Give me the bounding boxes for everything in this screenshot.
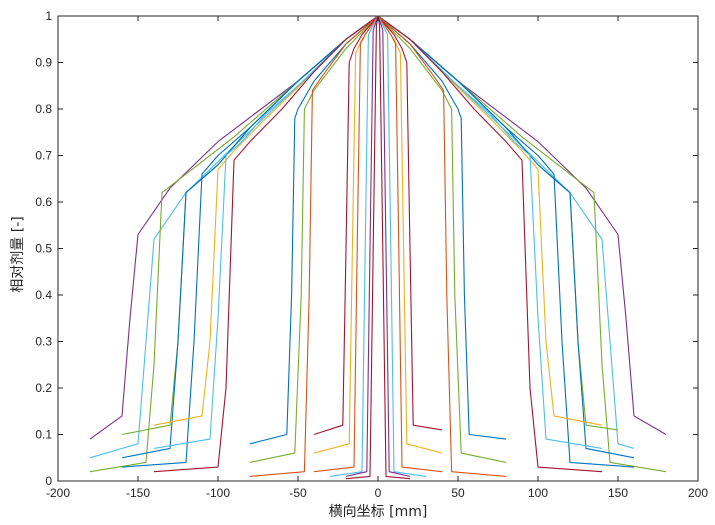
plot-frame <box>57 15 699 482</box>
y-tick-label: 0.5 <box>35 242 52 256</box>
y-axis: 0 0.1 0.2 0.3 0.4 0.5 0.6 0.7 0.8 0.9 1 <box>35 9 698 488</box>
y-tick-label: 0.4 <box>35 288 52 302</box>
x-tick-label: 100 <box>528 486 548 500</box>
y-tick-label: 0.6 <box>35 195 52 209</box>
y-tick-label: 0.1 <box>35 428 52 442</box>
y-tick-label: 0.9 <box>35 56 52 70</box>
y-tick-label: 0 <box>45 474 52 488</box>
y-tick-label: 0.7 <box>35 149 52 163</box>
x-tick-label: 200 <box>688 486 708 500</box>
x-tick-label: 150 <box>608 486 628 500</box>
x-axis: -200 -150 -100 -50 0 50 100 150 200 <box>46 16 708 500</box>
y-tick-label: 1 <box>45 9 52 23</box>
x-tick-label: 50 <box>451 486 465 500</box>
x-axis-label: 横向坐标 [mm] <box>329 504 428 520</box>
y-axis-label: 相对剂量 [-] <box>10 216 26 292</box>
plot-area <box>57 15 699 482</box>
x-tick-label: -50 <box>289 486 307 500</box>
x-tick-label: -200 <box>46 486 70 500</box>
y-tick-label: 0.2 <box>35 381 52 395</box>
x-tick-label: 0 <box>375 486 382 500</box>
y-tick-label: 0.8 <box>35 102 52 116</box>
x-tick-label: -100 <box>206 486 230 500</box>
x-tick-label: -150 <box>126 486 150 500</box>
y-tick-label: 0.3 <box>35 335 52 349</box>
